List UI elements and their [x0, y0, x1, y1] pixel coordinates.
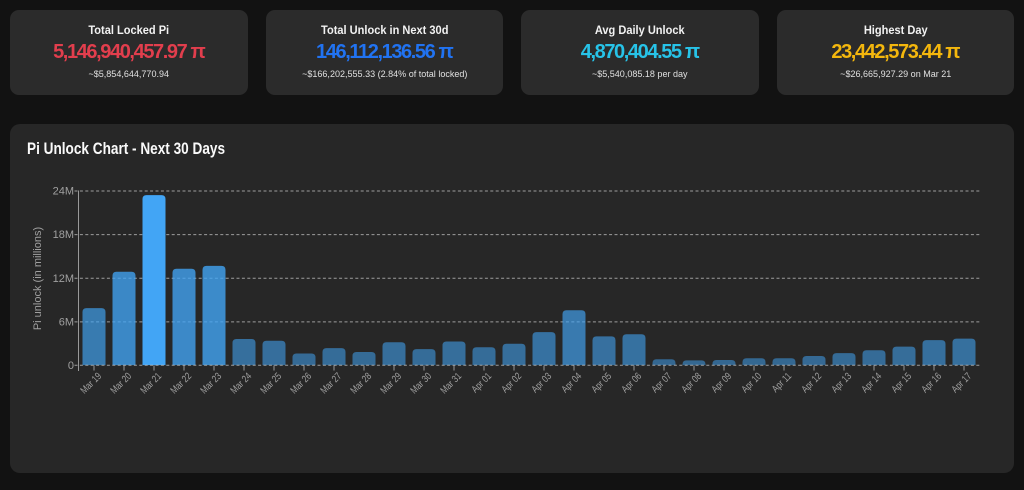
svg-text:18M: 18M	[53, 229, 74, 241]
svg-text:Mar 28: Mar 28	[348, 370, 373, 395]
svg-text:Apr 09: Apr 09	[709, 370, 733, 394]
svg-text:Mar 19: Mar 19	[78, 370, 103, 395]
svg-text:Apr 11: Apr 11	[770, 370, 794, 394]
svg-text:12M: 12M	[53, 273, 74, 285]
svg-text:Mar 22: Mar 22	[168, 370, 193, 395]
svg-text:Mar 23: Mar 23	[198, 370, 223, 395]
svg-text:Mar 29: Mar 29	[378, 370, 403, 395]
svg-text:Apr 04: Apr 04	[559, 370, 583, 394]
svg-text:Mar 27: Mar 27	[318, 370, 343, 395]
svg-text:Mar 26: Mar 26	[288, 370, 313, 395]
svg-text:Mar 25: Mar 25	[258, 370, 283, 395]
svg-text:Mar 20: Mar 20	[108, 370, 133, 395]
svg-text:Mar 31: Mar 31	[438, 370, 463, 395]
svg-text:Apr 02: Apr 02	[499, 370, 523, 394]
svg-text:Apr 13: Apr 13	[829, 370, 853, 394]
svg-text:Mar 21: Mar 21	[138, 370, 163, 395]
svg-text:Apr 15: Apr 15	[889, 370, 913, 394]
svg-text:Apr 14: Apr 14	[859, 370, 883, 394]
svg-text:Apr 12: Apr 12	[799, 370, 823, 394]
svg-text:Apr 03: Apr 03	[529, 370, 553, 394]
svg-text:Apr 10: Apr 10	[739, 370, 763, 394]
svg-text:Apr 17: Apr 17	[949, 370, 973, 394]
svg-text:24M: 24M	[53, 186, 74, 198]
svg-text:Apr 16: Apr 16	[919, 370, 943, 394]
svg-text:Apr 05: Apr 05	[589, 370, 613, 394]
svg-text:Apr 06: Apr 06	[619, 370, 643, 394]
svg-text:0: 0	[68, 360, 74, 372]
svg-text:Mar 30: Mar 30	[408, 370, 433, 395]
svg-text:Mar 24: Mar 24	[228, 370, 253, 395]
svg-text:Apr 08: Apr 08	[679, 370, 703, 394]
svg-text:Apr 07: Apr 07	[649, 370, 673, 394]
svg-text:Pi unlock (in millions): Pi unlock (in millions)	[32, 227, 44, 330]
svg-text:6M: 6M	[59, 316, 74, 328]
svg-text:Apr 01: Apr 01	[469, 370, 493, 394]
